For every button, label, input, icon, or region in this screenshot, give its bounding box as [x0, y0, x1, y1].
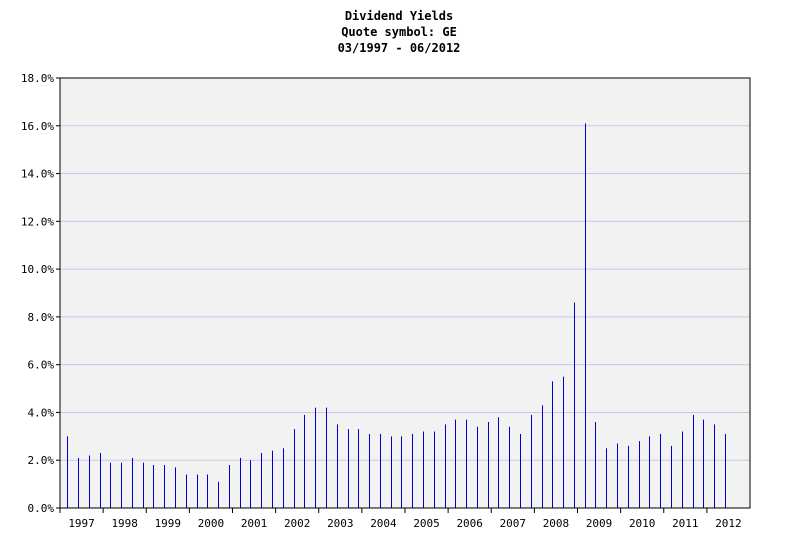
x-tick-label: 2012	[715, 517, 742, 530]
x-tick-label: 2005	[413, 517, 440, 530]
plot-area	[60, 78, 750, 508]
x-tick-label: 2007	[500, 517, 527, 530]
x-tick-label: 2008	[543, 517, 570, 530]
y-tick-label: 0.0%	[28, 502, 55, 515]
x-tick-label: 2011	[672, 517, 699, 530]
x-tick-label: 2006	[456, 517, 483, 530]
y-tick-label: 10.0%	[21, 263, 54, 276]
grid-lines	[60, 125, 750, 461]
x-tick-label: 2009	[586, 517, 613, 530]
y-tick-label: 8.0%	[28, 311, 55, 324]
x-tick-label: 2010	[629, 517, 656, 530]
chart-date-range: 03/1997 - 06/2012	[337, 41, 461, 55]
y-tick-label: 12.0%	[21, 215, 54, 228]
x-tick-label: 2001	[241, 517, 268, 530]
plot-frame	[59, 77, 751, 509]
y-tick-label: 2.0%	[28, 454, 55, 467]
x-tick-label: 2004	[370, 517, 397, 530]
y-tick-label: 6.0%	[28, 359, 55, 372]
y-axis: 0.0% 2.0% 4.0% 6.0% 8.0% 10.0% 12.0% 14.0% 16.0%…	[21, 72, 60, 515]
chart-titles: Dividend Yields Quote symbol: GE 03/1997…	[0, 8, 798, 56]
chart-title: Dividend Yields	[344, 9, 454, 23]
y-tick-label: 18.0%	[21, 72, 54, 85]
x-tick-label: 1997	[68, 517, 95, 530]
y-tick-label: 16.0%	[21, 120, 54, 133]
x-tick-label: 2003	[327, 517, 354, 530]
x-axis: 1997 1998 1999 2000 2001 2002 2003 2004 2005 2006…	[59, 508, 742, 530]
x-tick-label: 1999	[155, 517, 182, 530]
bars	[67, 123, 726, 508]
x-tick-label: 2002	[284, 517, 311, 530]
y-tick-label: 14.0%	[21, 168, 54, 181]
x-tick-label: 2000	[198, 517, 225, 530]
x-tick-label: 1998	[111, 517, 138, 530]
y-tick-label: 4.0%	[28, 406, 55, 419]
chart-subtitle: Quote symbol: GE	[341, 25, 457, 39]
